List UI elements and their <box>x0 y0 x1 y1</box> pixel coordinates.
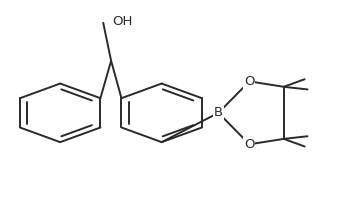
Text: OH: OH <box>112 15 132 28</box>
Text: B: B <box>214 106 223 119</box>
Text: O: O <box>244 75 255 88</box>
Text: O: O <box>244 138 255 151</box>
